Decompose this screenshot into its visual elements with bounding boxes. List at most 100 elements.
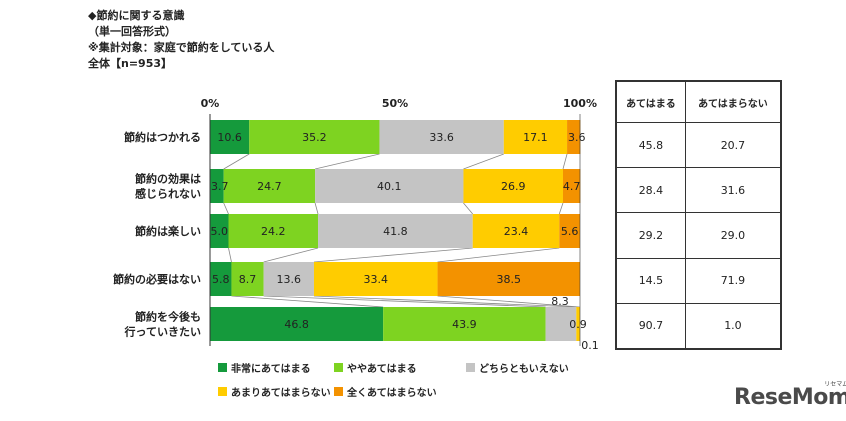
data-label: 33.4: [364, 273, 389, 286]
data-label: 23.4: [504, 225, 529, 238]
bar-segment: [472, 214, 560, 248]
category-label: 感じられない: [135, 187, 201, 201]
bar-segment: [210, 262, 232, 296]
connector-line: [437, 247, 560, 263]
bar-segment: [231, 262, 264, 296]
bar-segment: [437, 262, 580, 296]
connector-line: [263, 247, 319, 263]
bar-segment: [263, 262, 314, 296]
table-row: 90.7 1.0: [616, 302, 782, 350]
bar-segment: [576, 307, 580, 341]
bar-segment: [249, 120, 380, 154]
data-label: 13.6: [277, 273, 302, 286]
connector-line: [314, 202, 319, 215]
legend-item: あまりあてはまらない: [218, 384, 331, 399]
table-cell: 29.0: [684, 212, 782, 259]
x-tick-label: 0%: [201, 97, 220, 110]
legend-label: 全くあてはまらない: [347, 388, 437, 399]
category-label: 節約の効果は: [135, 172, 201, 186]
table-cell: 1.0: [684, 302, 782, 350]
category-label: 節約を今後も: [135, 310, 201, 324]
data-label: 24.2: [261, 225, 286, 238]
table-row: 28.4 31.6: [616, 167, 782, 214]
answer-format: （単一回答形式）: [88, 25, 176, 38]
bar-segment: [210, 120, 250, 154]
table-cell: 28.4: [616, 167, 686, 214]
bar-segment: [210, 307, 384, 341]
chart-title: ◆節約に関する意識: [88, 9, 185, 22]
data-label: 38.5: [497, 273, 522, 286]
connector-line: [314, 153, 380, 170]
bar-segment: [315, 169, 464, 203]
connector-line: [463, 153, 504, 170]
legend-label: 非常にあてはまる: [231, 364, 311, 375]
x-tick-label: 50%: [382, 97, 408, 110]
logo-subtext: リセマム: [824, 381, 846, 388]
connector-line: [313, 247, 473, 263]
connector-line: [558, 202, 564, 215]
bar-segment: [313, 262, 438, 296]
data-label: 33.6: [429, 131, 454, 144]
category-label: 節約の必要はない: [113, 272, 201, 286]
bar-segment: [503, 120, 568, 154]
bar-segment: [379, 120, 504, 154]
bar-segment: [210, 214, 229, 248]
connector-line: [437, 295, 580, 308]
legend-label: あまりあてはまらない: [231, 388, 331, 399]
data-label: 26.9: [501, 180, 526, 193]
table-cell: 90.7: [616, 302, 686, 350]
connector-line: [463, 202, 474, 215]
bar-segment: [210, 169, 224, 203]
category-label: 行っていきたい: [124, 325, 201, 339]
legend-swatch: [218, 363, 227, 372]
resemom-logo: ReseMom リセマム: [734, 381, 846, 410]
table-cell: 14.5: [616, 257, 686, 304]
table-row: 14.5 71.9: [616, 257, 782, 304]
legend-swatch: [334, 387, 343, 396]
connector-line: [263, 295, 546, 308]
table-header-disagree: あてはまらない: [684, 81, 782, 123]
table-cell: 31.6: [684, 167, 782, 214]
legend-item: ややあてはまる: [334, 360, 417, 375]
bar-segment: [567, 120, 581, 154]
data-label: 4.7: [563, 180, 581, 193]
data-label: 35.2: [302, 131, 327, 144]
summary-table: あてはまる あてはまらない 45.8 20.7 28.4 31.6 29.2 29.0…: [615, 80, 782, 350]
bar-segment: [562, 169, 581, 203]
connector-line: [562, 153, 568, 170]
x-tick-label: 100%: [563, 97, 597, 110]
data-label: 5.6: [561, 225, 579, 238]
bar-segment: [228, 214, 319, 248]
legend-item: どちらともいえない: [466, 360, 569, 375]
logo-text: ReseMom: [734, 385, 846, 410]
data-label: 8.3: [551, 295, 569, 308]
data-label: 5.8: [212, 273, 230, 286]
bar-segment: [463, 169, 563, 203]
table-cell: 71.9: [684, 257, 782, 304]
data-label: 8.7: [239, 273, 257, 286]
legend-item: 非常にあてはまる: [218, 360, 311, 375]
sample-size: 全体【n=953】: [88, 57, 173, 70]
chart-header: ◆節約に関する意識 （単一回答形式） ※集計対象：家庭で節約をしている人 全体【…: [88, 8, 274, 72]
data-label: 40.1: [377, 180, 402, 193]
data-label: 5.0: [211, 225, 229, 238]
connector-line: [223, 153, 250, 170]
target-note: ※集計対象：家庭で節約をしている人: [88, 41, 275, 54]
data-label: 3.6: [568, 131, 586, 144]
table-cell: 29.2: [616, 212, 686, 259]
legend-swatch: [466, 363, 475, 372]
legend-label: どちらともいえない: [479, 364, 569, 375]
data-label: 43.9: [452, 318, 477, 331]
bar-segment: [545, 307, 577, 341]
connector-line: [231, 295, 384, 308]
data-label: 0.1: [581, 339, 599, 352]
data-label: 46.8: [284, 318, 309, 331]
table-cell: 45.8: [616, 121, 686, 169]
connector-line: [228, 247, 232, 263]
connector-line: [223, 202, 229, 215]
legend-swatch: [334, 363, 343, 372]
category-label: 節約はつかれる: [124, 130, 201, 144]
legend-label: ややあてはまる: [347, 364, 417, 375]
bar-segment: [559, 214, 580, 248]
table-cell: 20.7: [684, 121, 782, 169]
